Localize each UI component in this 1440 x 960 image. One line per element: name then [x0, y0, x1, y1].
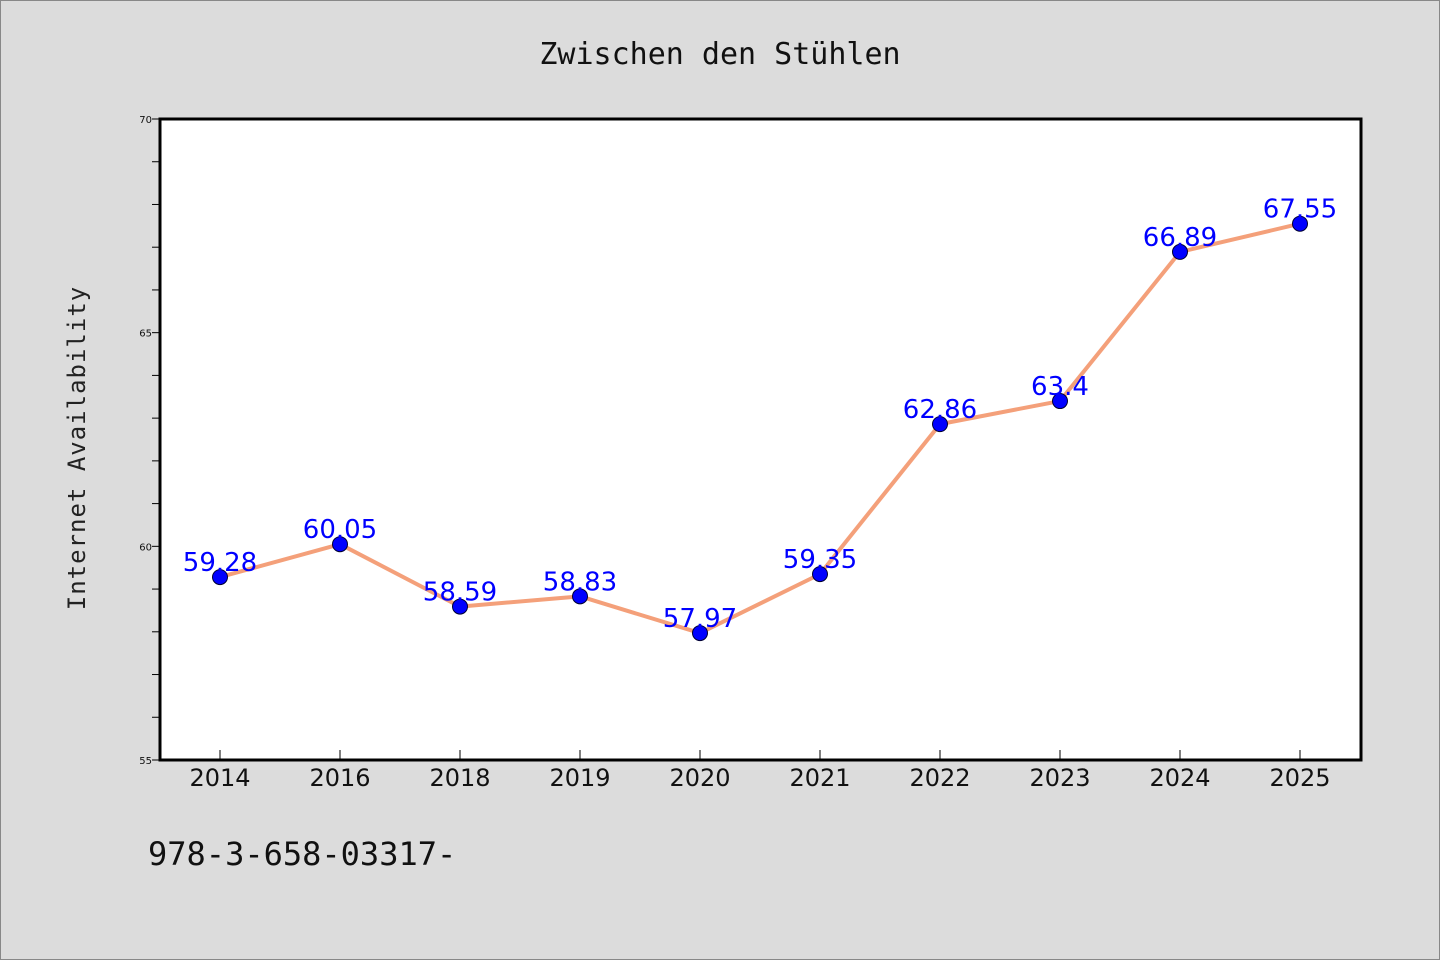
data-point-2022: [932, 416, 948, 433]
y-axis-label: Internet Availability: [63, 286, 91, 610]
data-point-2018: [452, 598, 468, 615]
data-label-2020: 57.97: [663, 604, 737, 634]
y-tick-label: 60: [139, 542, 152, 553]
data-point-2024: [1172, 243, 1188, 260]
y-tick-label: 55: [139, 756, 152, 767]
data-point-2025: [1292, 215, 1308, 232]
data-point-2023: [1052, 393, 1068, 410]
data-point-2016: [332, 536, 348, 553]
x-tick-label: 2020: [669, 764, 730, 792]
series-line: [218, 221, 1302, 636]
x-tick-label: 2021: [789, 764, 850, 792]
footer-isbn-text: 978-3-658-03317-: [148, 835, 456, 873]
x-axis-ticks: 2014 2016 2018 2019 2020 2021 2022 2023 2024 2025: [189, 750, 1331, 792]
data-label-2019: 58.83: [543, 567, 617, 597]
x-tick-label: 2018: [429, 764, 490, 792]
x-tick-label: 2025: [1269, 764, 1330, 792]
data-label-2024: 66.89: [1143, 223, 1217, 253]
data-point-2019: [572, 588, 588, 605]
y-tick-label: 65: [139, 329, 152, 340]
x-tick-label: 2016: [309, 764, 370, 792]
x-tick-label: 2014: [189, 764, 250, 792]
data-label-2018: 58.59: [423, 578, 497, 608]
data-label-2016: 60.05: [303, 515, 377, 545]
x-tick-label: 2022: [909, 764, 970, 792]
data-label-2023: 63.4: [1031, 372, 1089, 402]
y-axis-ticks: 55 60 65 70: [139, 115, 160, 767]
y-tick-label: 70: [139, 115, 152, 126]
chart-title: Zwischen den Stühlen: [539, 37, 900, 72]
data-label-2014: 59.28: [183, 548, 257, 578]
data-label-2022: 62.86: [903, 395, 977, 425]
data-point-2014: [212, 569, 228, 586]
series-layer: [212, 215, 1308, 642]
data-label-layer: 59.28 60.05 58.59 58.83 57.97 59.35 62.86 63.4 6…: [183, 195, 1337, 634]
x-tick-label: 2023: [1029, 764, 1090, 792]
x-tick-label: 2019: [549, 764, 610, 792]
data-label-2021: 59.35: [783, 545, 857, 575]
data-label-2025: 67.55: [1263, 195, 1337, 225]
data-point-2021: [812, 566, 828, 583]
plot-area: [158, 117, 1363, 762]
data-point-2020: [692, 625, 708, 642]
x-tick-label: 2024: [1149, 764, 1210, 792]
